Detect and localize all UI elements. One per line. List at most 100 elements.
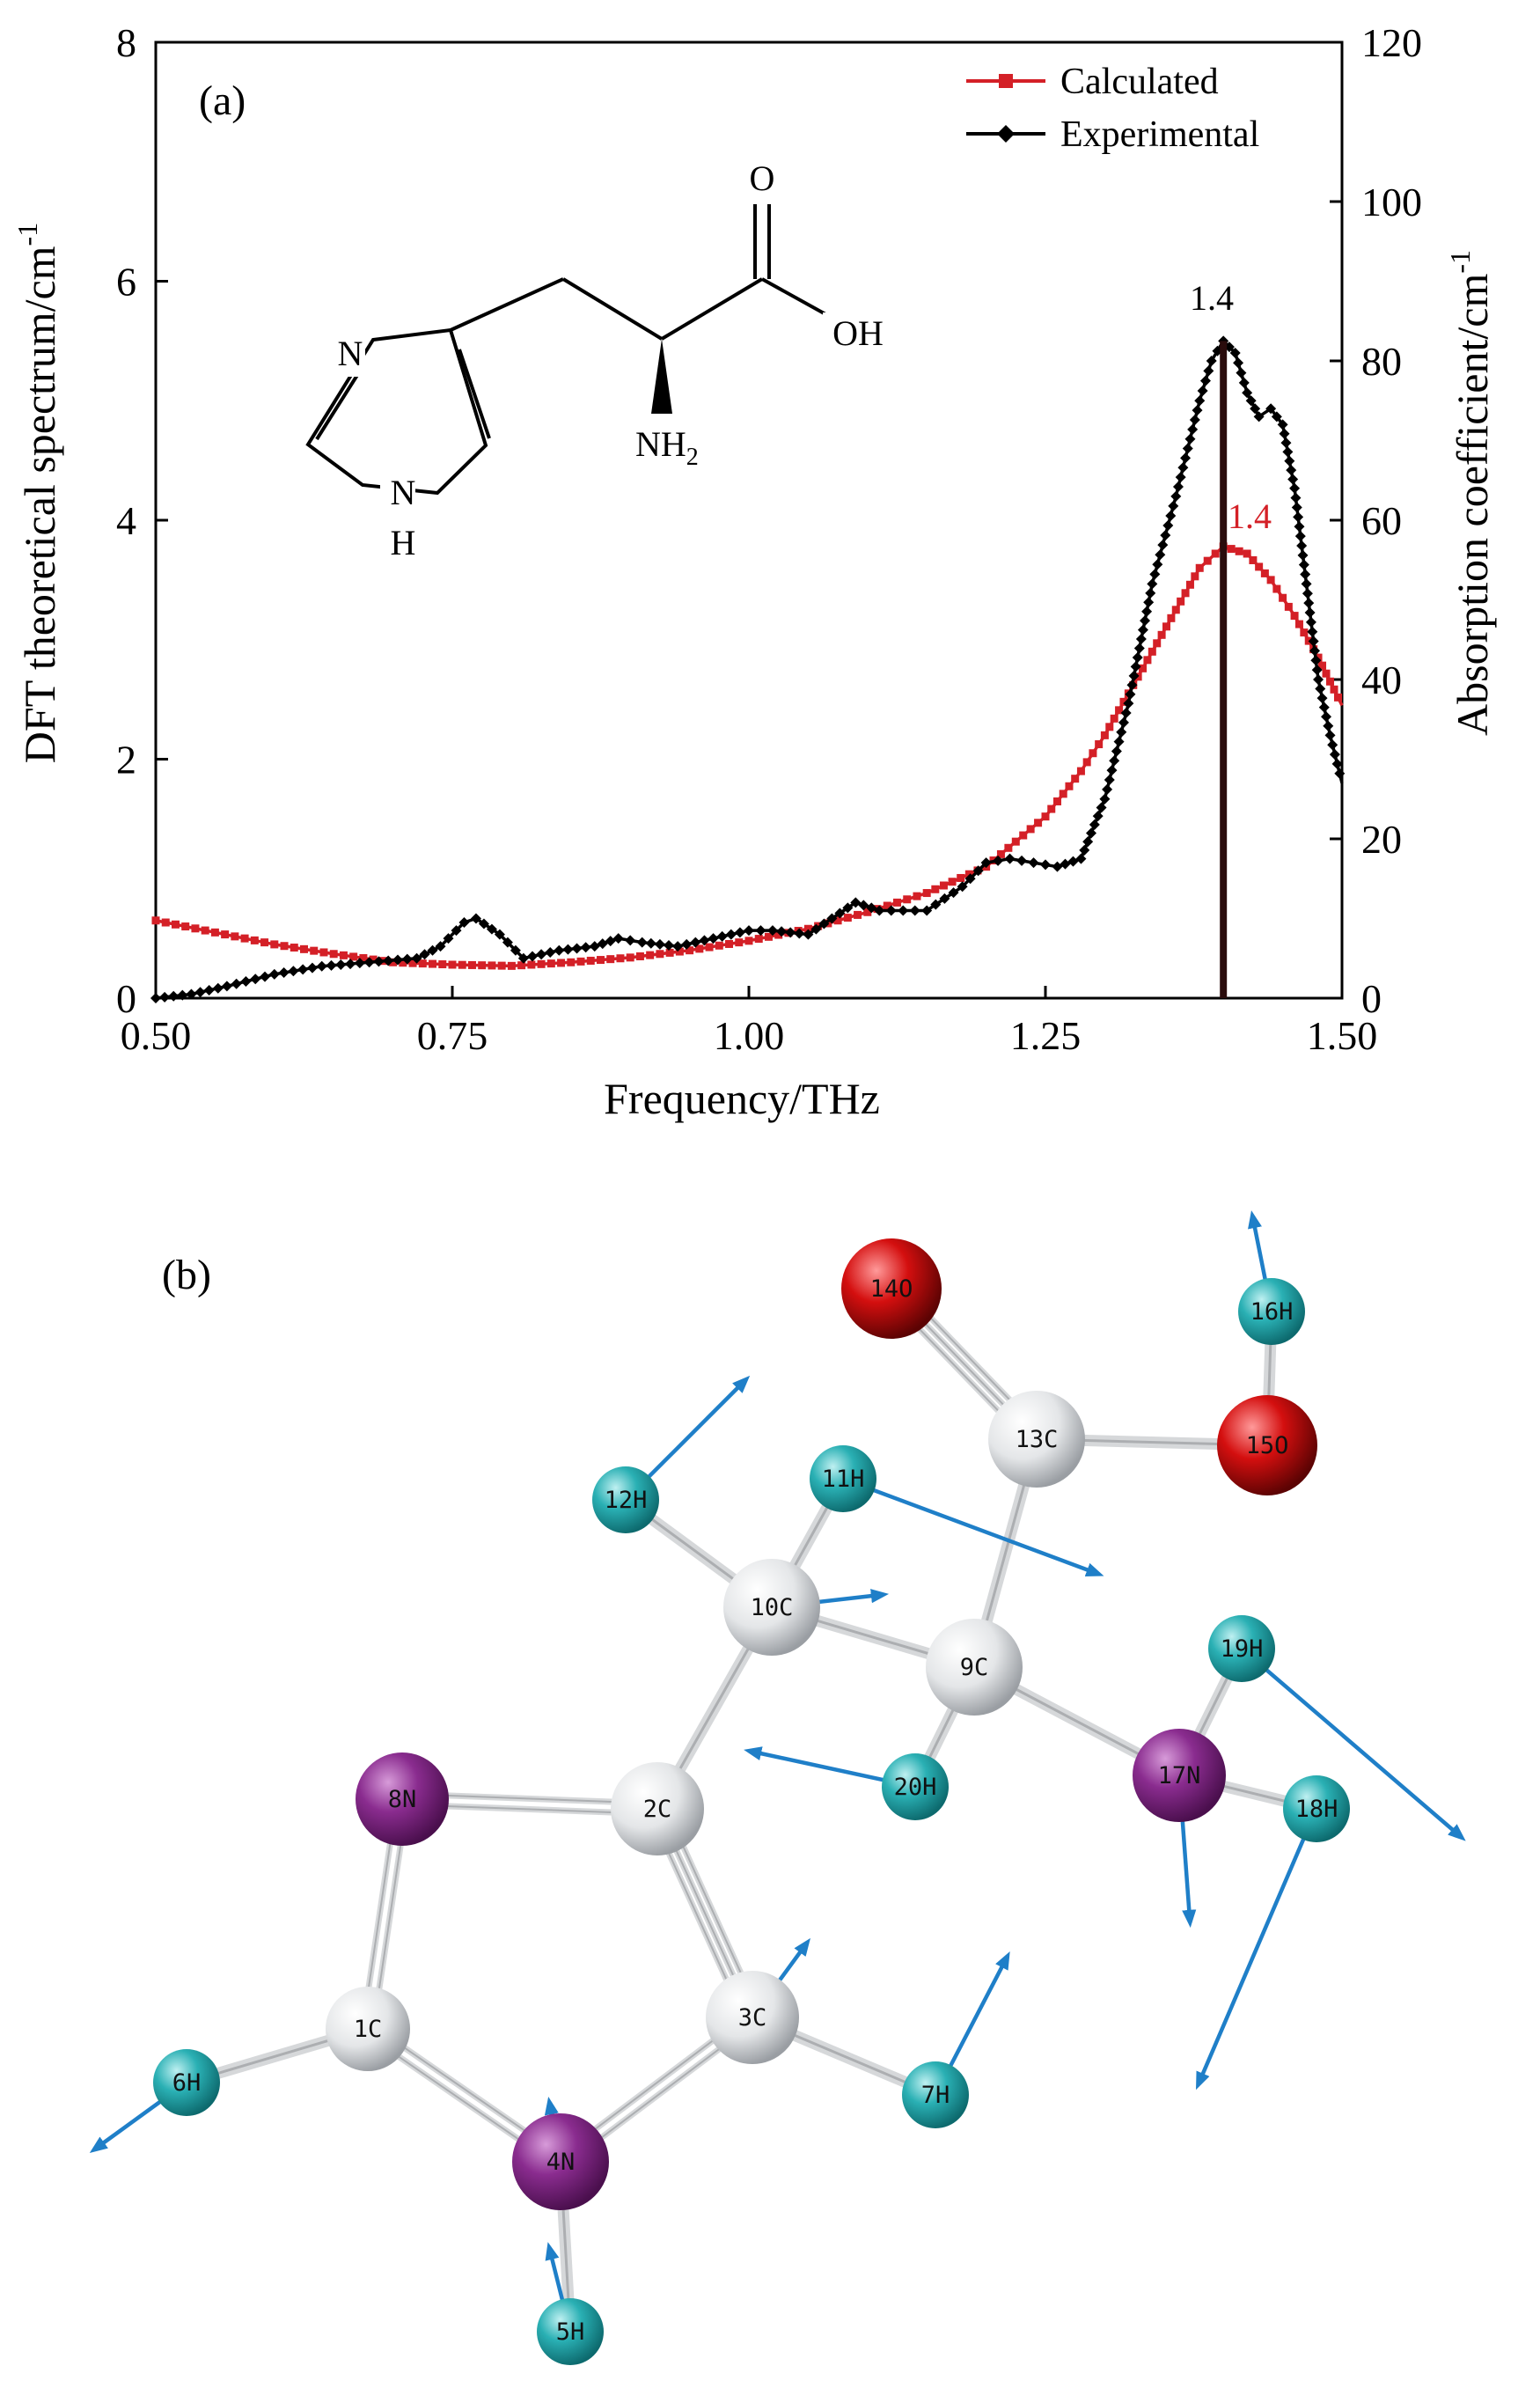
x-tick-label: 0.50	[121, 1013, 192, 1058]
data-point-calculated	[1004, 843, 1013, 852]
data-point-calculated	[1148, 647, 1156, 656]
data-point-experimental	[1298, 559, 1309, 570]
data-point-experimental	[1286, 465, 1297, 476]
data-point-calculated	[646, 951, 655, 959]
data-point-calculated	[1065, 782, 1074, 790]
data-point-calculated	[948, 878, 957, 886]
data-point-experimental	[1123, 698, 1134, 709]
data-point-experimental	[571, 943, 583, 954]
atom-4N: 4N	[512, 2113, 609, 2210]
data-point-calculated	[1119, 697, 1128, 706]
data-point-calculated	[1071, 775, 1080, 783]
data-point-experimental	[636, 937, 648, 948]
data-point-experimental	[240, 975, 252, 987]
atom-16H: 16H	[1238, 1278, 1305, 1345]
wedge-bond-nh2	[651, 339, 672, 414]
data-point-calculated	[1290, 612, 1299, 621]
data-point-experimental	[605, 936, 616, 947]
label-OH: OH	[832, 313, 884, 353]
data-point-calculated	[567, 958, 576, 966]
data-point-calculated	[883, 901, 891, 910]
data-point-experimental	[874, 905, 885, 916]
data-point-calculated	[996, 849, 1005, 858]
data-point-experimental	[1315, 683, 1326, 694]
data-point-experimental	[536, 949, 547, 960]
atom-20H: 20H	[882, 1753, 949, 1820]
data-point-calculated	[833, 916, 842, 925]
data-point-calculated	[210, 928, 219, 937]
data-point-calculated	[931, 885, 940, 893]
data-point-experimental	[993, 855, 1004, 866]
data-point-experimental	[1016, 855, 1028, 866]
data-point-experimental	[1308, 636, 1319, 647]
atom-11H: 11H	[810, 1445, 876, 1512]
data-point-experimental	[1242, 387, 1253, 399]
data-point-experimental	[1318, 702, 1330, 713]
data-point-experimental	[451, 925, 462, 937]
data-point-experimental	[1152, 559, 1163, 570]
data-point-experimental	[1092, 811, 1104, 822]
data-point-experimental	[690, 937, 701, 948]
data-point-experimental	[842, 902, 854, 914]
data-point-calculated	[369, 955, 378, 964]
atom-sphere	[882, 1753, 949, 1820]
atom-label: 17N	[1158, 1762, 1201, 1789]
data-point-calculated	[438, 960, 447, 969]
data-point-calculated	[1235, 547, 1243, 555]
data-point-experimental	[1137, 624, 1148, 636]
data-point-experimental	[260, 971, 271, 982]
data-point-experimental	[1145, 587, 1156, 599]
data-point-calculated	[418, 959, 427, 968]
data-point-experimental	[1203, 365, 1214, 377]
y-left-tick-label: 4	[116, 498, 136, 543]
calculated-stick	[1220, 341, 1228, 998]
data-point-calculated	[1255, 562, 1264, 571]
data-point-experimental	[734, 927, 745, 938]
data-point-calculated	[957, 873, 965, 882]
data-point-experimental	[980, 857, 992, 869]
data-point-experimental	[159, 991, 171, 1003]
data-point-experimental	[1126, 680, 1138, 691]
data-point-experimental	[526, 951, 538, 962]
data-point-experimental	[589, 941, 600, 952]
label-bg-N	[330, 334, 365, 377]
data-point-calculated	[1294, 620, 1303, 628]
atom-label: 9C	[960, 1654, 989, 1681]
data-point-calculated	[1105, 723, 1114, 731]
panel-b-label: (b)	[162, 1252, 211, 1298]
data-point-calculated	[1034, 819, 1043, 827]
data-point-experimental	[326, 959, 337, 971]
data-point-experimental	[625, 935, 636, 946]
data-point-calculated	[843, 914, 852, 922]
data-point-experimental	[1321, 711, 1332, 723]
atom-12H: 12H	[592, 1466, 659, 1533]
data-point-experimental	[1304, 606, 1316, 618]
bond-c-oh	[761, 277, 828, 317]
data-point-experimental	[316, 960, 327, 972]
data-point-experimental	[957, 881, 968, 893]
atom-sphere	[1283, 1775, 1350, 1842]
data-point-calculated	[517, 961, 526, 970]
data-point-calculated	[1100, 731, 1109, 739]
atom-sphere	[592, 1466, 659, 1533]
data-point-calculated	[497, 961, 506, 970]
panel-b-molecule: (b) 1C 2C 3C 4N 5H 6H 7H 8N 9C 10C 11H 12H 13C 14O 15O…	[89, 1210, 1466, 2365]
atom-sphere	[902, 2061, 969, 2128]
data-point-calculated	[546, 959, 555, 968]
data-point-calculated	[1195, 563, 1204, 572]
data-point-calculated	[1203, 556, 1212, 565]
data-point-calculated	[1279, 593, 1287, 602]
data-point-calculated	[686, 946, 694, 955]
data-point-experimental	[866, 902, 877, 914]
data-point-experimental	[1271, 411, 1282, 422]
y-left-tick-label: 0	[116, 976, 136, 1021]
peak-annotation-experimental: 1.4	[1190, 278, 1234, 318]
data-point-experimental	[1075, 853, 1087, 864]
y-axis-left-title: DFT theoretical spectrum/cm-1	[11, 223, 64, 763]
data-point-experimental	[794, 928, 805, 939]
y-right-tick-label: 100	[1361, 180, 1422, 224]
data-point-experimental	[645, 937, 656, 949]
data-point-calculated	[557, 959, 566, 967]
series-experimental	[150, 335, 1346, 1003]
data-point-calculated	[1334, 693, 1343, 702]
